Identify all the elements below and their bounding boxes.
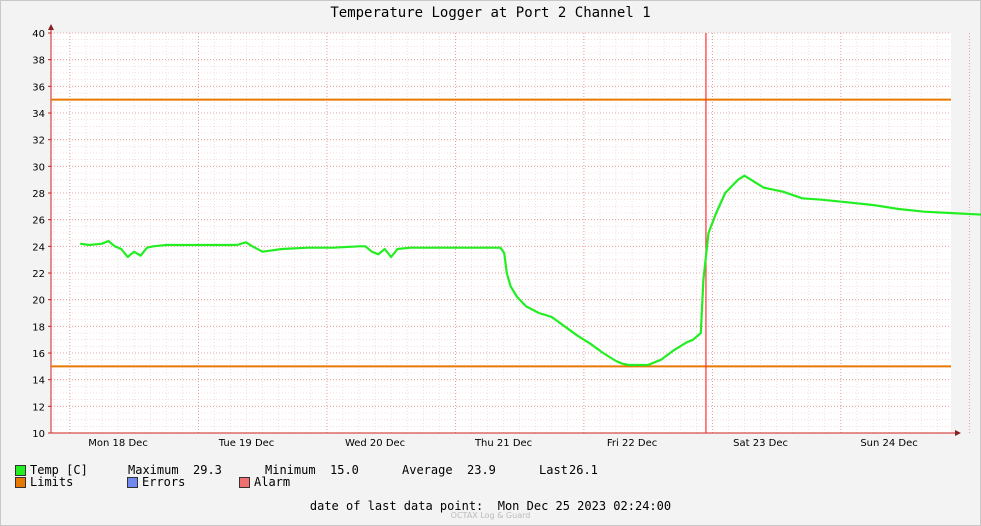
x-tick-label: Sun 24 Dec xyxy=(860,438,917,449)
x-tick-label: Mon 18 Dec xyxy=(88,438,148,449)
errors-swatch xyxy=(127,477,138,488)
temp-series-line xyxy=(80,174,981,367)
y-axis-arrow xyxy=(48,24,54,30)
y-tick-label: 14 xyxy=(32,376,45,387)
watermark: OCTAX Log & Guard xyxy=(450,511,531,520)
legend-limits-label: Limits xyxy=(30,475,74,489)
stat-avg-value: 23.9 xyxy=(467,463,496,477)
y-tick-label: 32 xyxy=(32,136,45,147)
x-tick-label: Fri 22 Dec xyxy=(607,438,657,449)
y-tick-label: 24 xyxy=(32,242,45,253)
legend-errors-label: Errors xyxy=(142,475,186,489)
x-tick-label: Thu 21 Dec xyxy=(474,438,532,449)
stat-min-label: Minimum xyxy=(265,463,316,477)
x-tick-label: Tue 19 Dec xyxy=(218,438,275,449)
chart-plot: 10 12 14 16 18 20 22 24 26 28 30 32 34 36 38 40 Mon 18 D… xyxy=(32,24,981,449)
stat-last-label: Last xyxy=(539,463,568,477)
x-tick-label: Sat 23 Dec xyxy=(733,438,788,449)
y-tick-label: 18 xyxy=(32,322,45,333)
x-tick-label: Wed 20 Dec xyxy=(345,438,405,449)
temp-swatch xyxy=(15,465,26,476)
y-tick-label: 30 xyxy=(32,162,45,173)
y-tick-label: 10 xyxy=(32,429,45,440)
x-axis-arrow xyxy=(955,430,961,436)
alarm-swatch xyxy=(239,477,250,488)
y-tick-label: 16 xyxy=(32,349,45,360)
y-tick-label: 20 xyxy=(32,296,45,307)
y-tick-label: 38 xyxy=(32,56,45,67)
stat-min-value: 15.0 xyxy=(330,463,359,477)
stat-avg-label: Average xyxy=(402,463,453,477)
y-tick-label: 12 xyxy=(32,402,45,413)
y-tick-label: 40 xyxy=(32,29,45,40)
last-data-point: date of last data point: Mon Dec 25 2023… xyxy=(309,499,672,513)
y-tick-label: 28 xyxy=(32,189,45,200)
y-tick-label: 36 xyxy=(32,82,45,93)
legend-temp-label: Temp [C] xyxy=(30,463,88,477)
stat-max-label: Maximum xyxy=(128,463,179,477)
legend-alarm-label: Alarm xyxy=(254,475,291,489)
y-tick-label: 34 xyxy=(32,109,45,120)
y-tick-label: 26 xyxy=(32,216,45,227)
y-tick-label: 22 xyxy=(32,269,45,280)
stat-max-value: 29.3 xyxy=(193,463,222,477)
chart-title: Temperature Logger at Port 2 Channel 1 xyxy=(330,5,651,21)
limits-swatch xyxy=(15,477,26,488)
stat-last-value: 26.1 xyxy=(569,463,598,477)
